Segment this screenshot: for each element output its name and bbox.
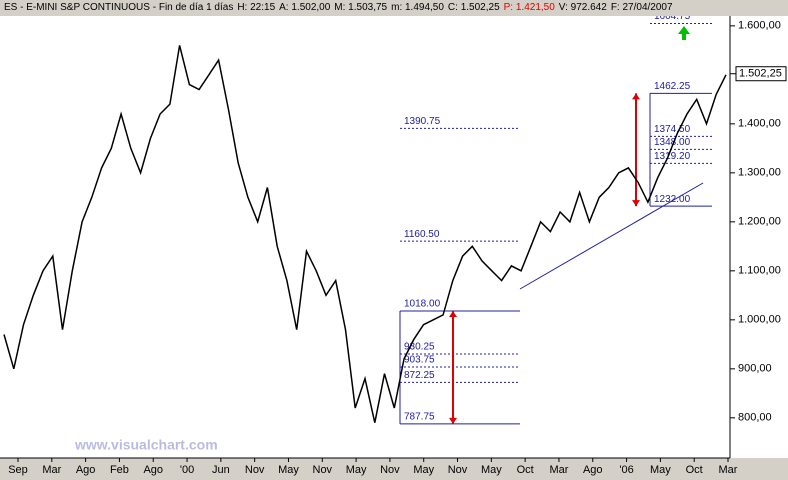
level-label: 1160.50 [404,229,440,240]
level-label: 1462.25 [654,81,691,92]
header-item: M: 1.503,75 [334,2,388,13]
y-tick-label: 1.600,00 [738,20,781,32]
level-label: 1604.75 [654,11,691,22]
x-tick-label: Sep [8,464,28,476]
level-label: 1374.50 [654,124,691,135]
last-price-box [735,66,787,82]
x-tick-label: '00 [180,464,194,476]
arrow-head [449,311,457,318]
x-tick-label: May [650,464,671,476]
y-tick-label: 1.200,00 [738,216,781,228]
level-label: 872.25 [404,370,435,381]
watermark: www.visualchart.com [74,437,218,453]
arrow-head [632,93,640,100]
header-item: C: 1.502,25 [447,2,500,13]
y-tick-label: 900,00 [738,363,772,375]
header-item: V: 972.642 [558,2,607,13]
level-label: 1390.75 [404,116,441,127]
y-axis-area [730,16,788,458]
header-item: P: 1.421,50 [503,2,555,13]
x-tick-label: May [278,464,299,476]
x-tick-label: May [413,464,434,476]
header-item: H: 22:15 [237,2,276,13]
x-tick-label: Mar [42,464,61,476]
x-tick-label: Nov [380,464,400,476]
x-tick-label: Oct [686,464,703,476]
y-tick-label: 800,00 [738,412,772,424]
x-tick-label: '06 [619,464,633,476]
header-item: ES - E-MINI S&P CONTINUOUS - Fin de día … [4,2,234,13]
header-item: m: 1.494,50 [391,2,444,13]
target-arrow [678,26,690,40]
x-tick-label: Nov [245,464,265,476]
level-label: 1319.20 [654,151,691,162]
last-price-label: 1.502,25 [739,68,782,80]
y-tick-label: 1.100,00 [738,265,781,277]
level-label: 903.75 [404,355,435,366]
plot-area [0,16,730,458]
level-label: 1018.00 [404,299,441,310]
trend-line [519,182,704,290]
level-label: 930.25 [404,342,435,353]
y-tick-label: 1.300,00 [738,167,781,179]
x-tick-label: Oct [517,464,534,476]
header-item: F: 27/04/2007 [610,2,673,13]
header: ES - E-MINI S&P CONTINUOUS - Fin de día … [0,0,788,16]
arrow-head [449,417,457,424]
header-item: A: 1.502,00 [279,2,331,13]
level-label: 1232.00 [654,194,691,205]
level-label: 787.75 [404,411,435,422]
arrow-head [632,200,640,207]
x-tick-label: Nov [448,464,468,476]
x-tick-label: Mar [549,464,568,476]
x-tick-label: May [346,464,367,476]
x-tick-label: Jun [212,464,230,476]
y-tick-label: 1.000,00 [738,314,781,326]
level-label: 1348.00 [654,137,691,148]
x-tick-label: Ago [583,464,603,476]
x-tick-label: Mar [719,464,738,476]
x-tick-label: Nov [313,464,333,476]
x-tick-label: Ago [76,464,96,476]
x-tick-label: Ago [143,464,163,476]
x-tick-label: Feb [110,464,129,476]
y-tick-label: 1.400,00 [738,118,781,130]
price-line [3,45,727,423]
x-tick-label: May [481,464,502,476]
